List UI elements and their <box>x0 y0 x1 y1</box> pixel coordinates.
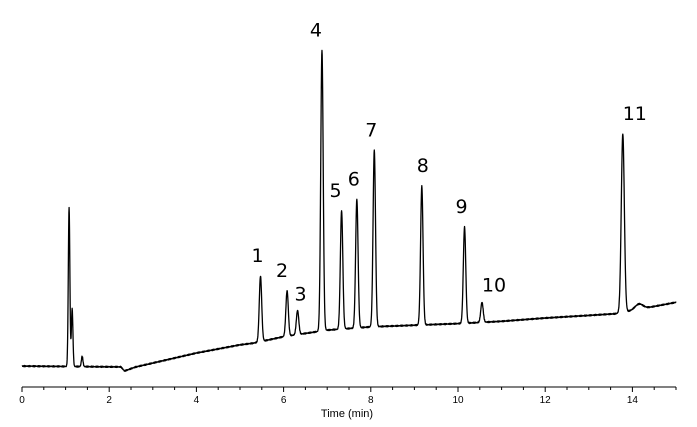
x-axis-title: Time (min) <box>321 408 373 420</box>
trace-layer <box>21 49 677 372</box>
peak-label: 5 <box>330 180 342 202</box>
x-tick-label: 4 <box>194 395 200 406</box>
peak-label: 8 <box>417 155 429 177</box>
peak-label: 1 <box>251 245 263 267</box>
x-tick-label: 8 <box>368 395 374 406</box>
x-tick-label: 0 <box>19 395 25 406</box>
x-axis: 0 2 4 6 8 10 12 14 <box>19 386 677 406</box>
x-tick-label: 10 <box>452 395 464 406</box>
chromatogram-trace <box>21 49 677 372</box>
peak-label: 6 <box>348 168 360 190</box>
x-tick-label: 6 <box>281 395 287 406</box>
peak-label: 11 <box>623 103 647 125</box>
peak-label-layer: 123 4 56 7 8 9 10 11 <box>251 20 646 306</box>
peak-label: 7 <box>365 119 377 141</box>
x-tick-label: 2 <box>106 395 112 406</box>
peak-label: 3 <box>295 284 307 306</box>
peak-label: 10 <box>482 274 506 296</box>
x-tick-label: 14 <box>627 395 639 406</box>
peak-label: 2 <box>276 260 288 282</box>
peak-label: 9 <box>455 196 467 218</box>
x-tick-label: 12 <box>540 395 552 406</box>
peak-label: 4 <box>310 20 322 42</box>
